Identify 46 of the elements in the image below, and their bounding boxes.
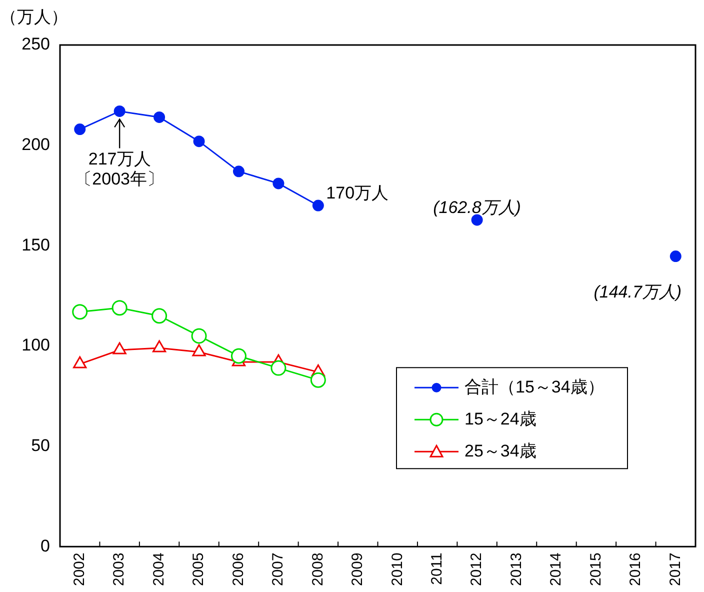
annotation: (144.7万人) [594,282,682,302]
x-tick-label: 2006 [230,552,247,586]
point [670,250,682,262]
point [270,360,286,376]
point [112,300,128,316]
y-axis-title: （万人） [0,8,68,27]
x-tick-label: 2004 [150,552,168,586]
x-tick-label: 2012 [468,552,486,586]
point [193,136,205,148]
point [312,200,324,212]
point [232,166,244,178]
legend-label: 合計（15～34歳） [464,377,604,396]
x-tick-label: 2017 [666,552,684,586]
x-tick-label: 2014 [548,552,565,586]
y-tick-label: 150 [22,235,50,254]
point [310,372,326,388]
annotation: (162.8万人) [433,198,521,218]
x-tick-label: 2003 [110,552,128,586]
legend-label: 15～24歳 [464,409,536,428]
annotation: 170万人 [326,184,389,203]
annotation: 〔2003年〕 [75,169,164,188]
point [272,178,284,190]
x-tick-label: 2007 [270,552,287,586]
x-tick-label: 2010 [388,552,406,586]
y-tick-label: 200 [22,135,50,154]
y-tick-label: 50 [31,436,50,455]
point [74,124,86,136]
point [72,304,88,320]
x-tick-label: 2013 [508,552,525,586]
x-tick-label: 2011 [428,552,446,585]
point [114,105,126,117]
y-tick-label: 250 [22,34,50,54]
legend-label: 25～34歳 [464,441,536,460]
x-tick-label: 2005 [190,552,208,586]
x-tick-label: 2008 [309,552,326,586]
y-tick-label: 100 [22,336,50,355]
x-tick-label: 2002 [71,552,88,586]
point [191,328,207,344]
y-tick-label: 0 [40,536,50,556]
x-tick-label: 2009 [349,552,366,586]
point [154,111,166,123]
x-tick-label: 2015 [587,552,604,586]
point [230,348,246,364]
annotation: 217万人 [88,149,151,168]
x-tick-label: 2016 [627,552,644,586]
point [152,308,168,324]
